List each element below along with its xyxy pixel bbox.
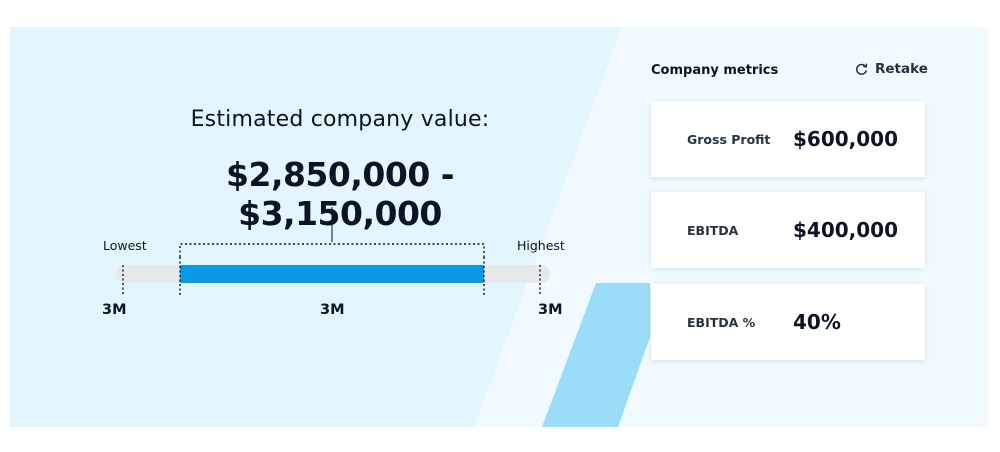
estimated-value-range: $2,850,000 - $3,150,000 — [226, 155, 454, 233]
metric-label: Gross Profit — [687, 131, 771, 147]
metric-card-ebitda: EBITDA $400,000 — [651, 192, 925, 268]
metric-value: $600,000 — [793, 127, 899, 151]
refresh-icon — [855, 63, 868, 76]
scale-right-value: 3M — [538, 302, 563, 318]
accent-stripe — [542, 283, 650, 427]
retake-label: Retake — [875, 61, 928, 77]
estimated-value-label: Estimated company value: — [190, 107, 490, 132]
metric-value: $400,000 — [793, 218, 899, 242]
metric-label: EBITDA % — [687, 314, 756, 330]
valuation-result-panel: Estimated company value: $2,850,000 - $3… — [10, 27, 988, 427]
metric-label: EBITDA — [687, 222, 739, 238]
metric-card-gross-profit: Gross Profit $600,000 — [651, 101, 925, 177]
retake-button[interactable]: Retake — [855, 61, 928, 77]
scale-left-value: 3M — [102, 302, 127, 318]
metric-value: 40% — [793, 310, 841, 334]
scale-middle-value: 3M — [320, 302, 345, 318]
lowest-label: Lowest — [103, 238, 147, 253]
light-blue-panel — [10, 27, 622, 427]
highest-label: Highest — [517, 238, 565, 253]
metric-card-ebitda-percent: EBITDA % 40% — [651, 284, 925, 360]
range-bracket — [179, 243, 485, 257]
range-bar — [180, 265, 484, 283]
company-metrics-title: Company metrics — [651, 63, 779, 78]
